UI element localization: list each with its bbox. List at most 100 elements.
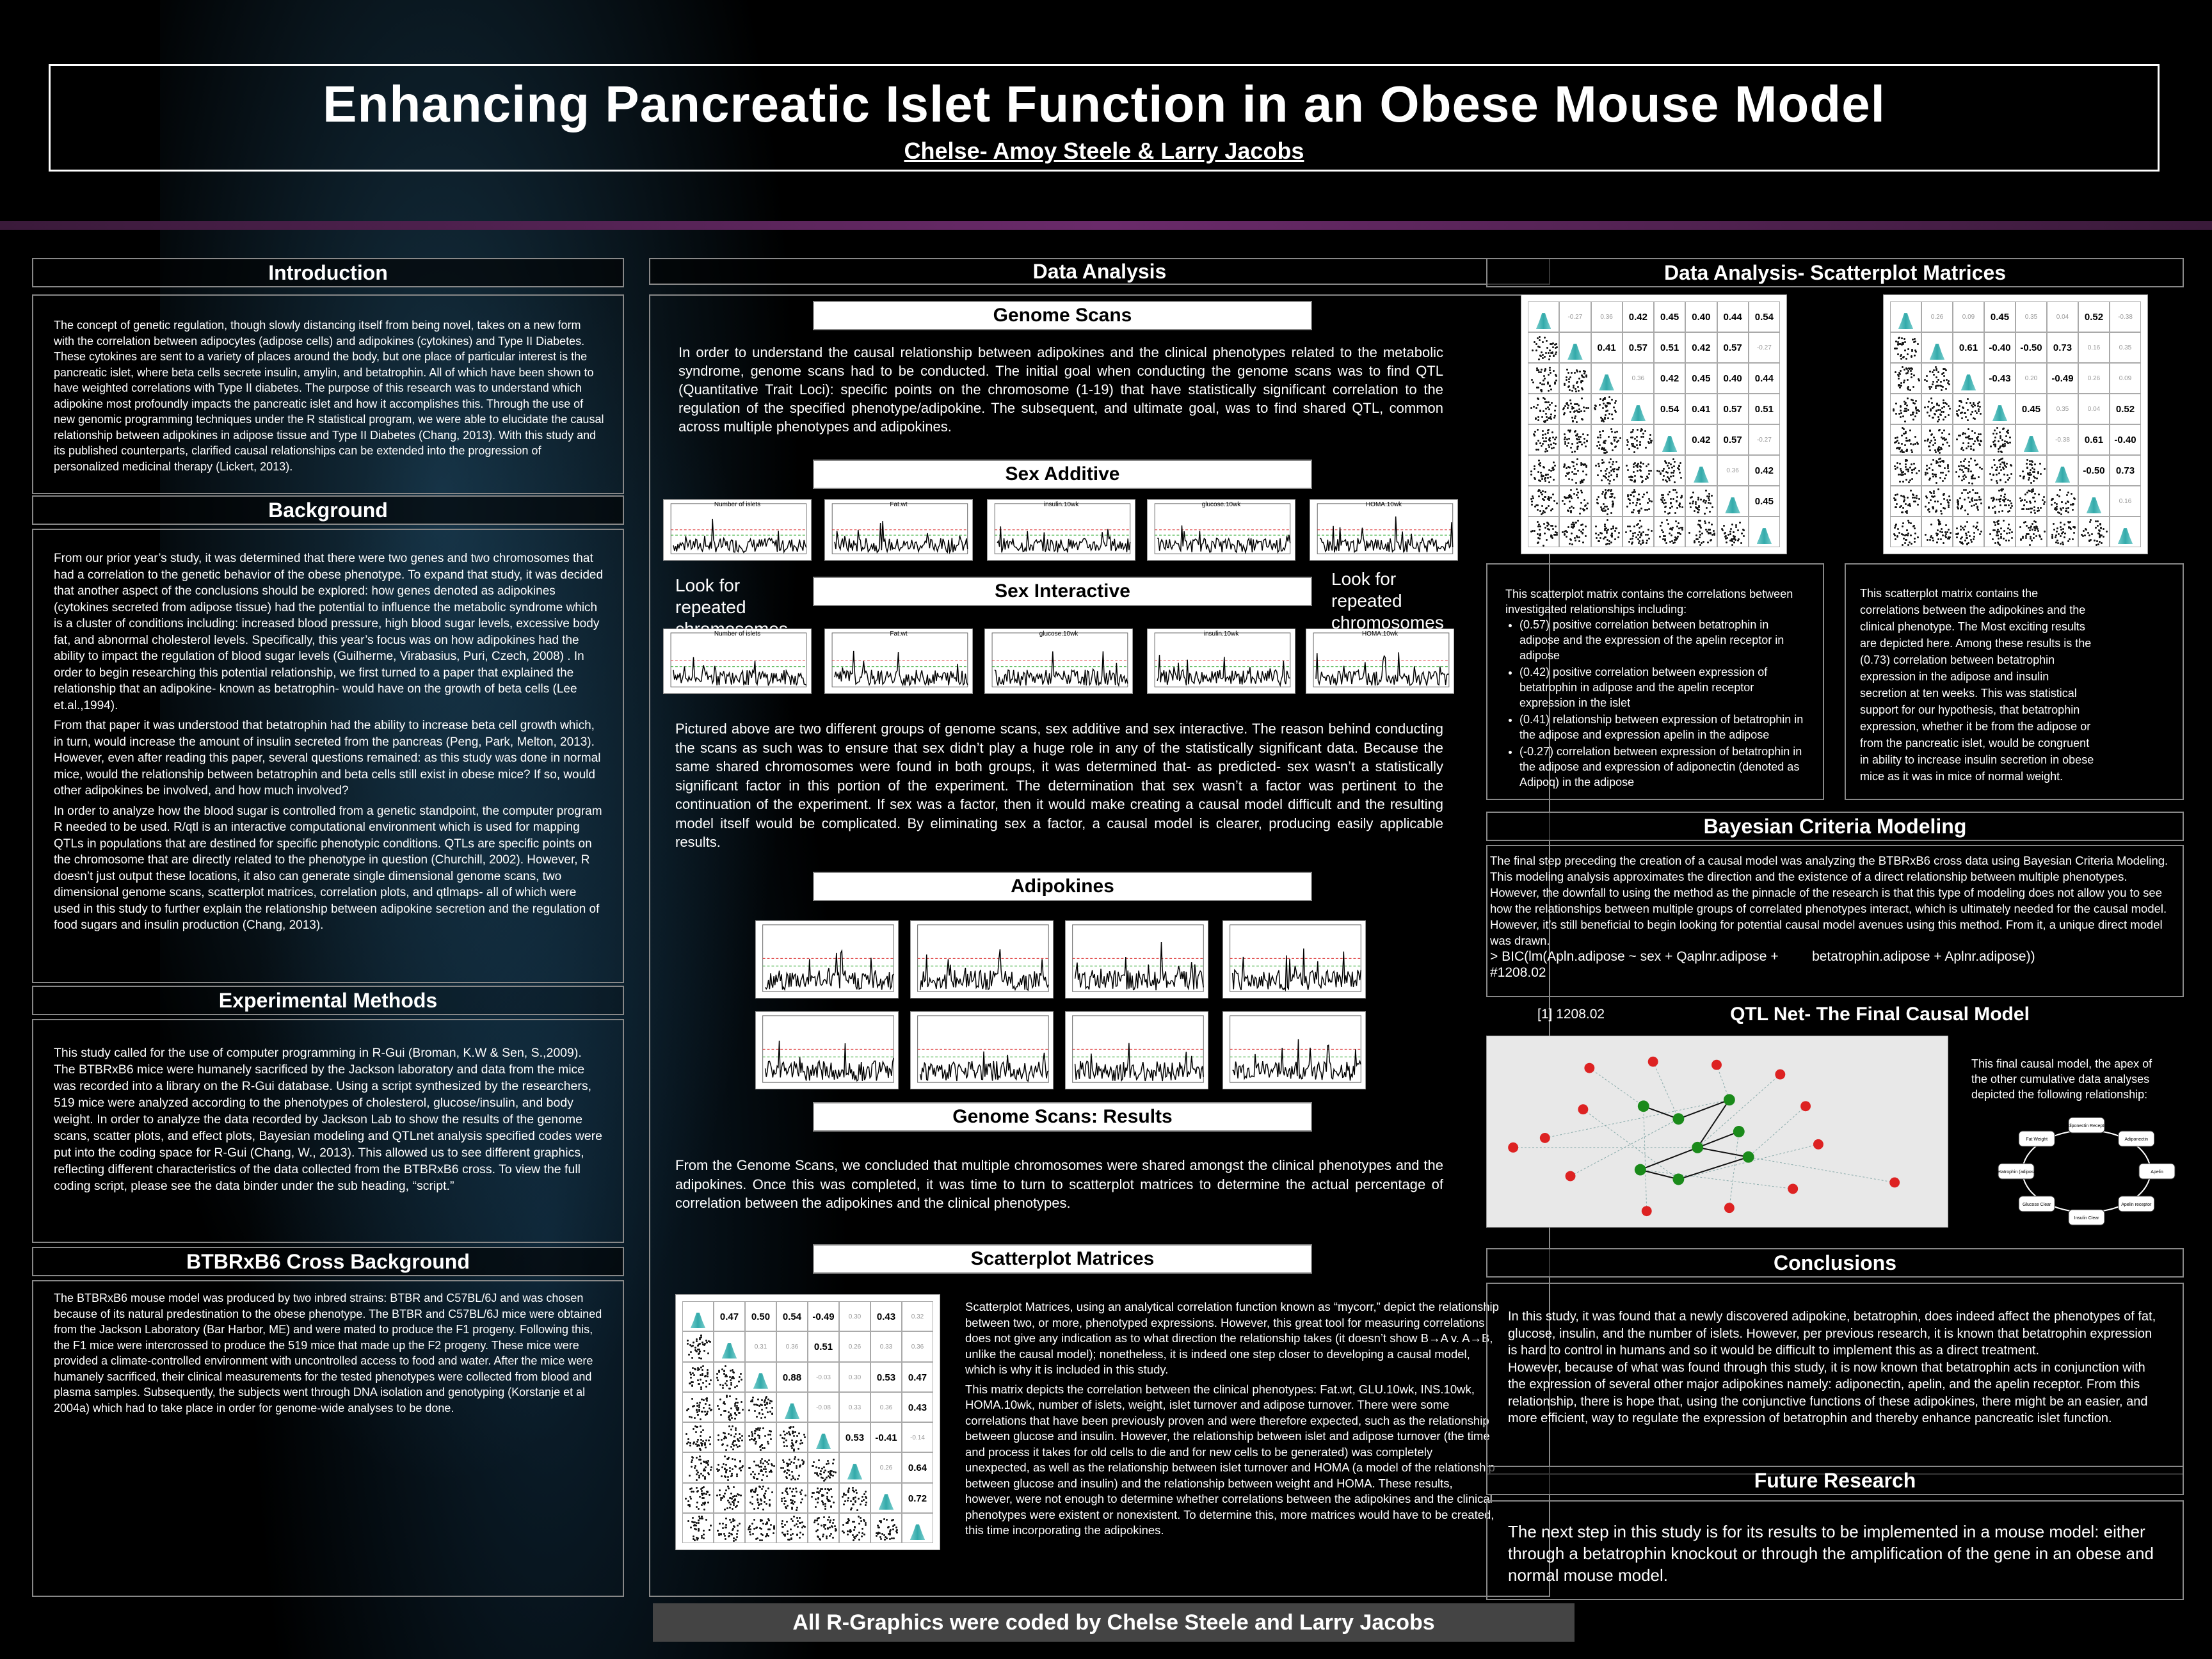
scatter-dot [1663,467,1665,470]
scatter-dot [1912,401,1914,404]
cycle-node-box [2118,1196,2155,1212]
scatter-dot [1912,412,1914,414]
scatter-dot [2034,527,2037,529]
genome-scan-trace [670,503,807,554]
scatter-dot [1927,405,1930,408]
scatter-dot [1709,533,1711,535]
scatter-dot [1548,355,1551,358]
scatter-dot [1903,403,1906,405]
scatter-dot [756,1499,758,1502]
scatter-dot [1676,496,1679,499]
scatter-dot [1936,449,1939,451]
scatter-dot [1632,470,1635,473]
scatter-dot [1538,335,1541,338]
scatter-dot [1539,525,1541,528]
scatter-dot [1583,369,1585,372]
scatter-dot [1551,467,1554,469]
matrix-correlation-value: 0.73 [2047,332,2078,363]
scatter-dot [741,1439,743,1441]
scatter-dot [781,1525,784,1528]
scatter-dot [1541,351,1543,354]
scatter-dot [1911,477,1914,480]
scatter-dot [759,1519,762,1522]
scatter-dot [1640,435,1642,438]
scatter-dot [698,1476,701,1479]
scatter-dot [864,1521,867,1524]
scatter-dot [1544,447,1547,450]
scatter-dot [1553,355,1555,357]
scatter-dot [845,1521,847,1524]
scatter-dot [1603,447,1606,450]
scatter-dot [1966,536,1969,539]
scatter-dot [1939,458,1942,460]
matrix-scatter-cell [1953,517,1984,547]
scatter-dot [1681,529,1684,531]
scatter-dot [2024,537,2027,540]
scatter-dot [1651,439,1653,442]
scatter-dot [1975,503,1977,506]
scatter-dot [1934,385,1937,387]
scatter-dot [1940,437,1943,439]
scatter-dot [1610,533,1613,535]
scatter-dot [1582,470,1585,473]
scatter-dot [1662,535,1665,538]
scatter-dot [844,1494,847,1496]
scatter-dot [1594,408,1596,411]
scatter-dot [752,1470,755,1473]
scatter-dot [1555,436,1558,438]
scatter-dot [2030,536,2032,538]
scatter-dot [831,1495,833,1498]
matrix-correlation-value: 0.50 [745,1301,776,1332]
scatter-dot [1603,503,1605,506]
scatter-dot [1925,374,1928,377]
scatter-dot [1941,534,1944,537]
scatter-dot [1583,410,1586,413]
scatter-dot [773,1464,776,1467]
scatter-dot [1546,339,1548,342]
scatter-dot [1940,527,1943,530]
scatter-dot [765,1522,768,1525]
scatter-dot [1546,382,1549,385]
matrix-scatter-cell [1953,455,1984,486]
scatter-dot [1936,509,1938,511]
scatter-dot [2003,538,2005,540]
scatter-dot [1987,506,1990,508]
scatter-dot [788,1474,790,1477]
scatter-dot [1567,404,1570,406]
scatter-dot [1933,490,1935,493]
scatter-dot [1936,403,1939,406]
scatter-dot [2043,501,2046,503]
scatter-dot [1897,353,1900,356]
scatter-dot [1665,506,1667,508]
scatter-dot [1907,532,1910,534]
scatter-dot [687,1519,690,1522]
scatter-dot [1694,541,1696,543]
scatter-dot [1994,443,1997,445]
scatter-dot [1611,449,1614,452]
scatter-dot [769,1410,772,1413]
matrix-correlation-value: 0.42 [1685,424,1717,455]
scatter-dot [764,1404,767,1407]
scatter-dot [1602,509,1605,512]
scatter-dot [1992,440,1995,443]
scatter-dot [1933,492,1936,495]
genome-scan-trace [1154,632,1291,687]
scatter-dot [2007,499,2009,502]
scatter-dot [1974,477,1976,479]
scatter-dot [1538,463,1541,466]
scatter-dot [1937,447,1939,449]
scatter-dot [701,1429,704,1432]
scatter-dot [1698,530,1701,533]
scatter-dot [1642,433,1644,435]
scatter-dot [1570,509,1573,512]
scatter-dot [804,1495,806,1497]
scatter-dot [1947,502,1950,504]
scatter-dot [2060,513,2063,516]
scatter-dot [1599,434,1602,437]
scatter-dot [2009,441,2012,444]
causal-edge [1640,1131,1740,1171]
scatter-dot [760,1498,762,1500]
scatter-dot [1941,460,1944,463]
scatter-dot [1566,369,1568,371]
scatter-dot [1605,472,1607,475]
